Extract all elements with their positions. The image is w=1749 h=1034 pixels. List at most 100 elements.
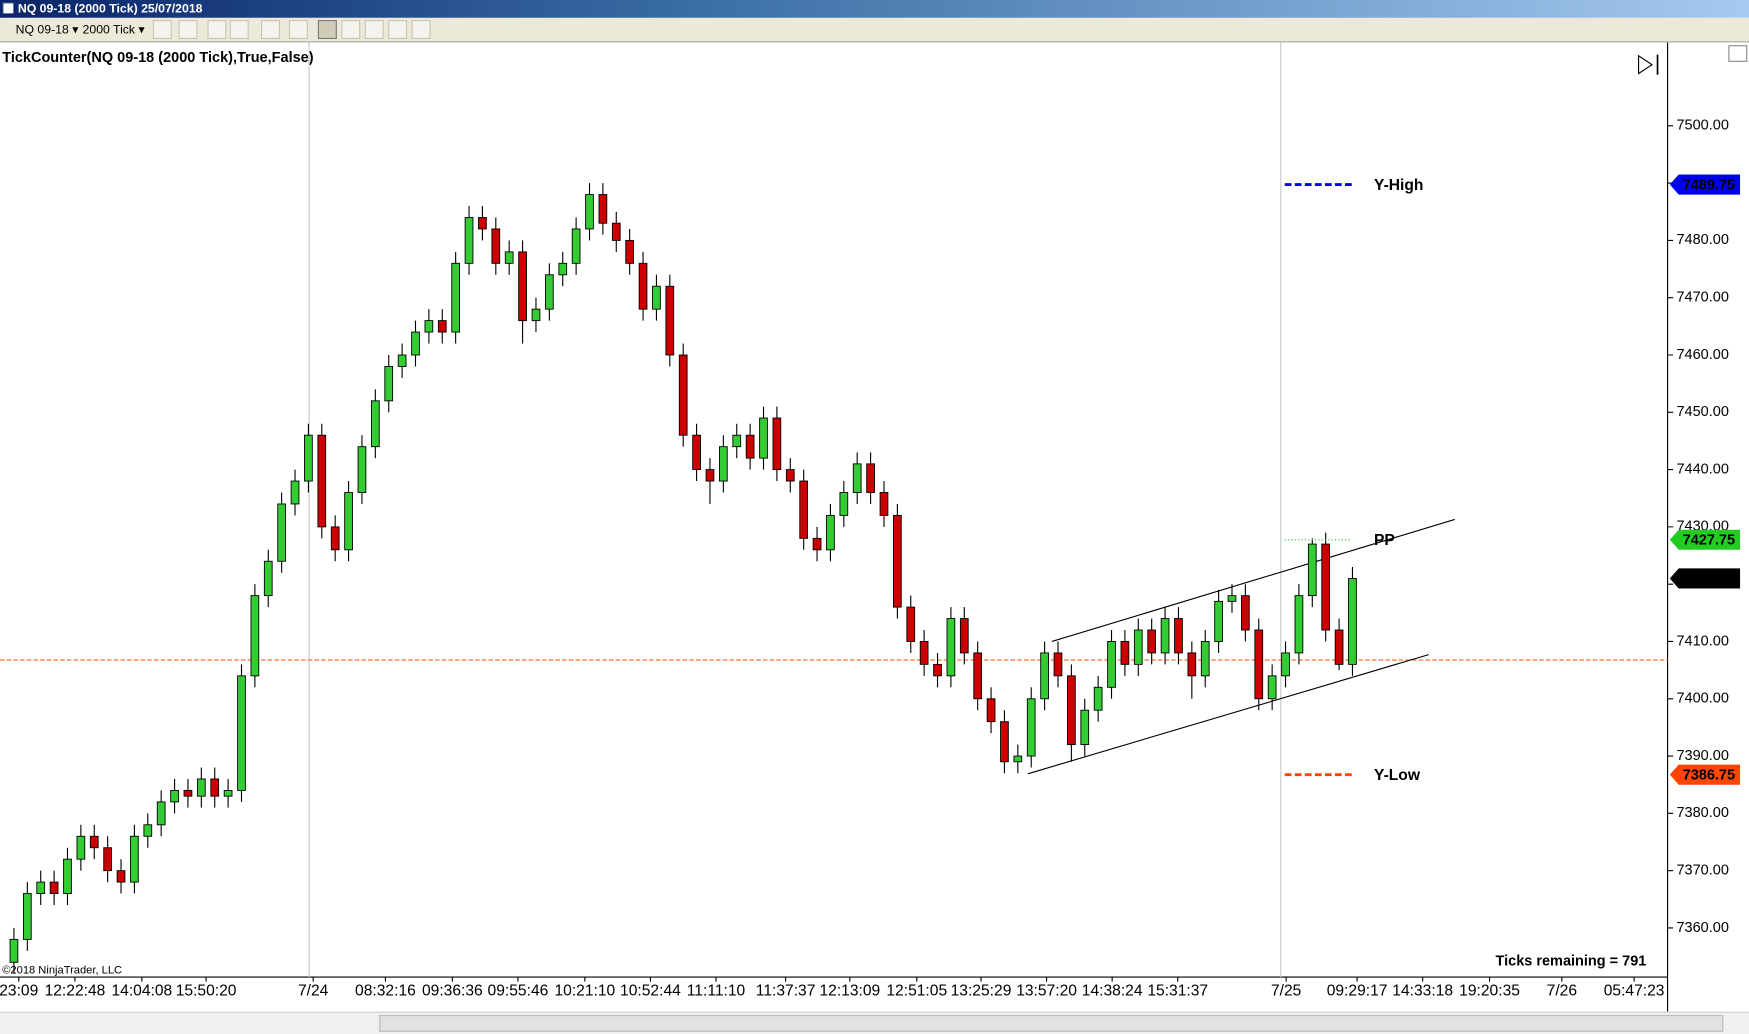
y-tick-label: 7400.00 bbox=[1676, 691, 1728, 707]
candle-body bbox=[170, 789, 179, 803]
x-tick-label: 15:50:20 bbox=[176, 983, 237, 1000]
cursor-button[interactable] bbox=[261, 20, 280, 40]
price-tag-label: 7489.75 bbox=[1683, 177, 1735, 193]
candle-body bbox=[1294, 595, 1304, 654]
x-tick-label: 09:55:46 bbox=[488, 983, 549, 1000]
candle-body bbox=[1040, 652, 1049, 700]
price-tag bbox=[1669, 174, 1741, 195]
candle-body bbox=[210, 778, 220, 797]
candle-body bbox=[1334, 629, 1344, 665]
indicators-button[interactable] bbox=[341, 20, 361, 40]
candle-body bbox=[330, 526, 340, 551]
draw-tool-button[interactable] bbox=[178, 20, 198, 40]
candle-body bbox=[678, 354, 688, 436]
zoom-button[interactable] bbox=[288, 20, 308, 40]
candle-body bbox=[705, 469, 715, 482]
x-tick-label: 09:36:36 bbox=[422, 983, 483, 1000]
chart-style-button[interactable] bbox=[152, 20, 172, 40]
candle-body bbox=[1348, 577, 1357, 665]
marker-button[interactable] bbox=[207, 20, 227, 40]
candle-body bbox=[986, 698, 996, 723]
line-button[interactable] bbox=[229, 20, 249, 40]
level-name: Y-High bbox=[1374, 177, 1423, 194]
candle-body bbox=[946, 618, 956, 677]
candle-body bbox=[451, 262, 461, 333]
candle-body bbox=[625, 239, 635, 264]
candle-body bbox=[866, 463, 875, 493]
candle-body bbox=[531, 308, 541, 322]
candle-body bbox=[1067, 675, 1076, 746]
level-name: PP bbox=[1374, 532, 1395, 549]
y-tick-label: 7470.00 bbox=[1676, 290, 1728, 306]
candle-body bbox=[116, 870, 126, 883]
candle-body bbox=[1026, 698, 1036, 757]
candle-body bbox=[785, 469, 795, 482]
candle-body bbox=[598, 194, 608, 224]
candle-body bbox=[263, 560, 273, 597]
candle-body bbox=[1000, 721, 1009, 763]
candle-body bbox=[839, 492, 849, 516]
x-tick-label: 12:13:09 bbox=[819, 983, 880, 1000]
x-tick-label: 10:52:44 bbox=[620, 983, 681, 1000]
candle-body bbox=[665, 285, 675, 356]
candle-body bbox=[183, 789, 193, 797]
candle-body bbox=[1200, 641, 1210, 677]
candle-body bbox=[1267, 675, 1277, 700]
candle-body bbox=[719, 446, 728, 482]
channel-line bbox=[1027, 654, 1429, 775]
candle-body bbox=[36, 881, 46, 895]
candle-body bbox=[1254, 629, 1264, 700]
templates-button[interactable] bbox=[411, 20, 431, 40]
candle-body bbox=[344, 492, 353, 551]
candle-body bbox=[411, 331, 420, 356]
candle-body bbox=[250, 595, 260, 677]
candle-body bbox=[745, 434, 755, 459]
y-tick-label: 7450.00 bbox=[1676, 404, 1728, 420]
candle-body bbox=[1281, 652, 1290, 677]
price-tag bbox=[1669, 529, 1741, 550]
x-tick-label: 19:20:35 bbox=[1459, 983, 1520, 1000]
scroll-end-button[interactable] bbox=[1638, 54, 1659, 75]
title-bar: NQ 09-18 (2000 Tick) 25/07/2018 bbox=[0, 0, 1749, 18]
strategies-button[interactable] bbox=[364, 20, 384, 40]
candle-body bbox=[237, 675, 246, 791]
y-tick-label: 7360.00 bbox=[1676, 920, 1728, 936]
candle-body bbox=[1093, 686, 1103, 711]
candle-body bbox=[223, 789, 233, 797]
candle-body bbox=[22, 893, 32, 940]
candle-body bbox=[1107, 641, 1116, 688]
candle-body bbox=[732, 434, 742, 448]
instrument-selector[interactable]: NQ 09-18 ▾ bbox=[15, 23, 79, 37]
candle-body bbox=[558, 262, 568, 276]
candle-body bbox=[89, 835, 99, 849]
indicator-label: TickCounter(NQ 09-18 (2000 Tick),True,Fa… bbox=[2, 50, 314, 66]
x-tick-label: 7/26 bbox=[1547, 983, 1577, 1000]
copyright: ©2018 NinjaTrader, LLC bbox=[2, 964, 122, 976]
interval-selector[interactable]: 2000 Tick ▾ bbox=[82, 23, 145, 37]
candle-body bbox=[919, 641, 929, 665]
candle-body bbox=[290, 480, 300, 505]
scroll-thumb[interactable] bbox=[379, 1015, 1724, 1032]
tick-counter: Ticks remaining = 791 bbox=[1496, 953, 1647, 969]
candle-body bbox=[1307, 543, 1317, 597]
toolbar: NQ 09-18 ▾ 2000 Tick ▾ bbox=[0, 17, 1749, 43]
candle-body bbox=[826, 514, 835, 551]
candle-body bbox=[1133, 629, 1143, 665]
candle-body bbox=[130, 835, 139, 883]
candle-body bbox=[759, 417, 768, 459]
x-tick-label: 13:25:29 bbox=[951, 983, 1012, 1000]
candle-body bbox=[852, 463, 862, 493]
f-button[interactable] bbox=[1728, 45, 1748, 62]
candle-body bbox=[1227, 595, 1237, 602]
candle-body bbox=[397, 354, 407, 367]
scrollbar[interactable] bbox=[0, 1011, 1749, 1034]
x-tick-label: 23:09 bbox=[0, 983, 38, 1000]
candle-body bbox=[491, 228, 501, 264]
candle-body bbox=[9, 938, 19, 963]
data-box-button[interactable] bbox=[317, 20, 337, 40]
x-tick-label: 08:32:16 bbox=[355, 983, 416, 1000]
properties-button[interactable] bbox=[388, 20, 408, 40]
candle-body bbox=[585, 194, 594, 230]
